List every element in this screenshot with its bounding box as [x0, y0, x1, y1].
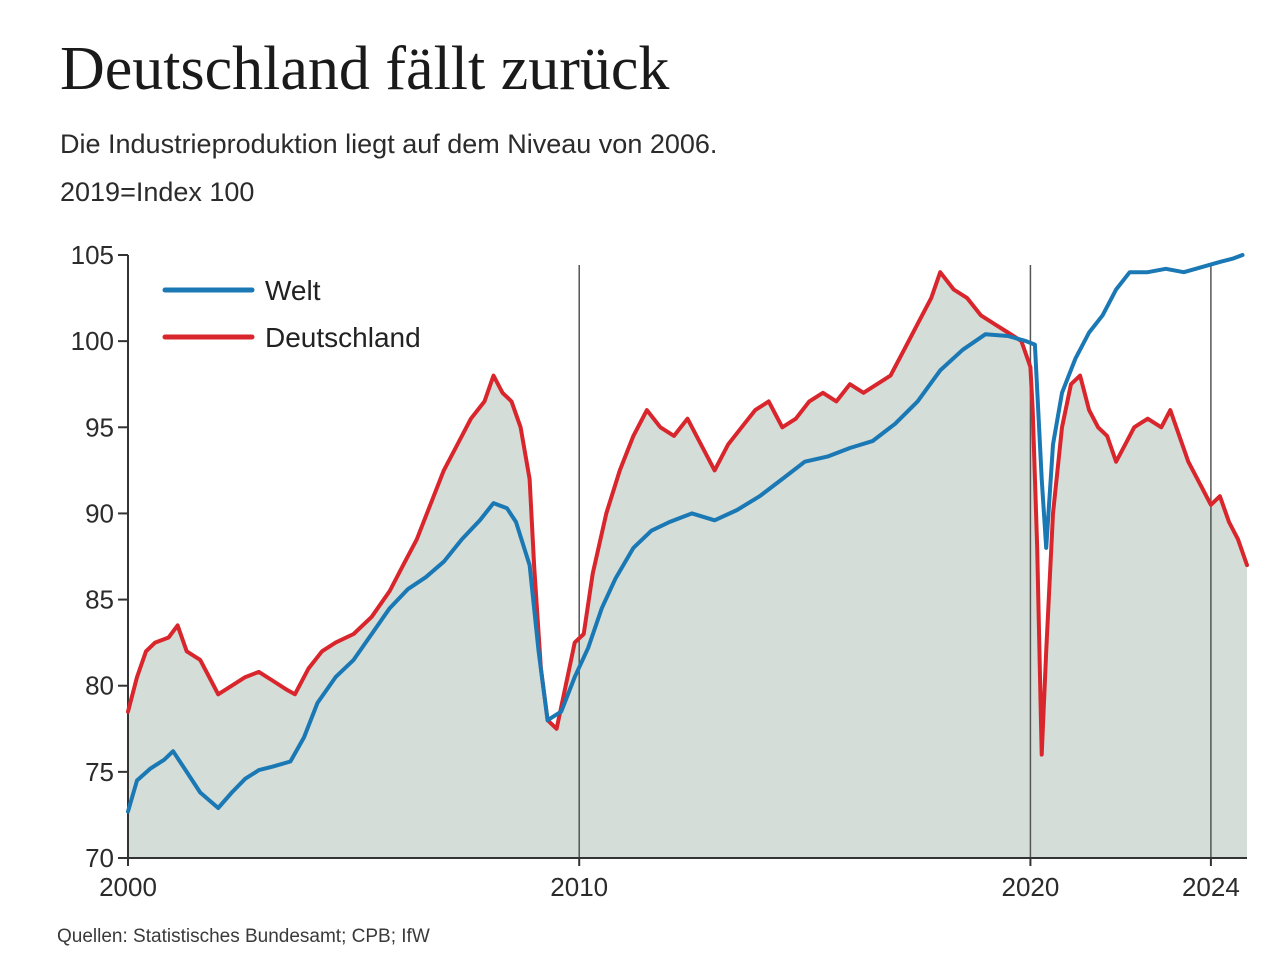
legend: Welt Deutschland: [162, 275, 421, 353]
area-fill: [128, 272, 1247, 858]
series-line-deutschland: [126, 270, 1249, 757]
series-layer: [126, 253, 1249, 814]
y-tick-label: 70: [85, 843, 114, 873]
chart-unit-label: 2019=Index 100: [60, 177, 255, 207]
legend-label-welt: Welt: [265, 275, 321, 306]
y-tick-label: 75: [85, 757, 114, 787]
x-tick-label: 2024: [1182, 872, 1240, 902]
y-tick-label: 95: [85, 412, 114, 442]
chart-subtitle: Die Industrieproduktion liegt auf dem Ni…: [60, 129, 718, 159]
y-tick-label: 90: [85, 498, 114, 528]
y-tick-label: 100: [71, 326, 114, 356]
y-tick-label: 85: [85, 585, 114, 615]
x-tick-label: 2010: [550, 872, 608, 902]
area-layer: [128, 272, 1247, 858]
x-tick-label: 2000: [99, 872, 157, 902]
y-tick-label: 80: [85, 671, 114, 701]
axes: 70 75 80 85 90 95 100 105 2000 2010 2020 2024: [71, 240, 1247, 902]
legend-label-deutschland: Deutschland: [265, 322, 421, 353]
y-tick-label: 105: [71, 240, 114, 270]
source-note: Quellen: Statistisches Bundesamt; CPB; I…: [57, 926, 430, 947]
series-line-welt: [126, 253, 1245, 814]
x-tick-label: 2020: [1001, 872, 1059, 902]
chart-title: Deutschland fällt zurück: [60, 35, 670, 103]
